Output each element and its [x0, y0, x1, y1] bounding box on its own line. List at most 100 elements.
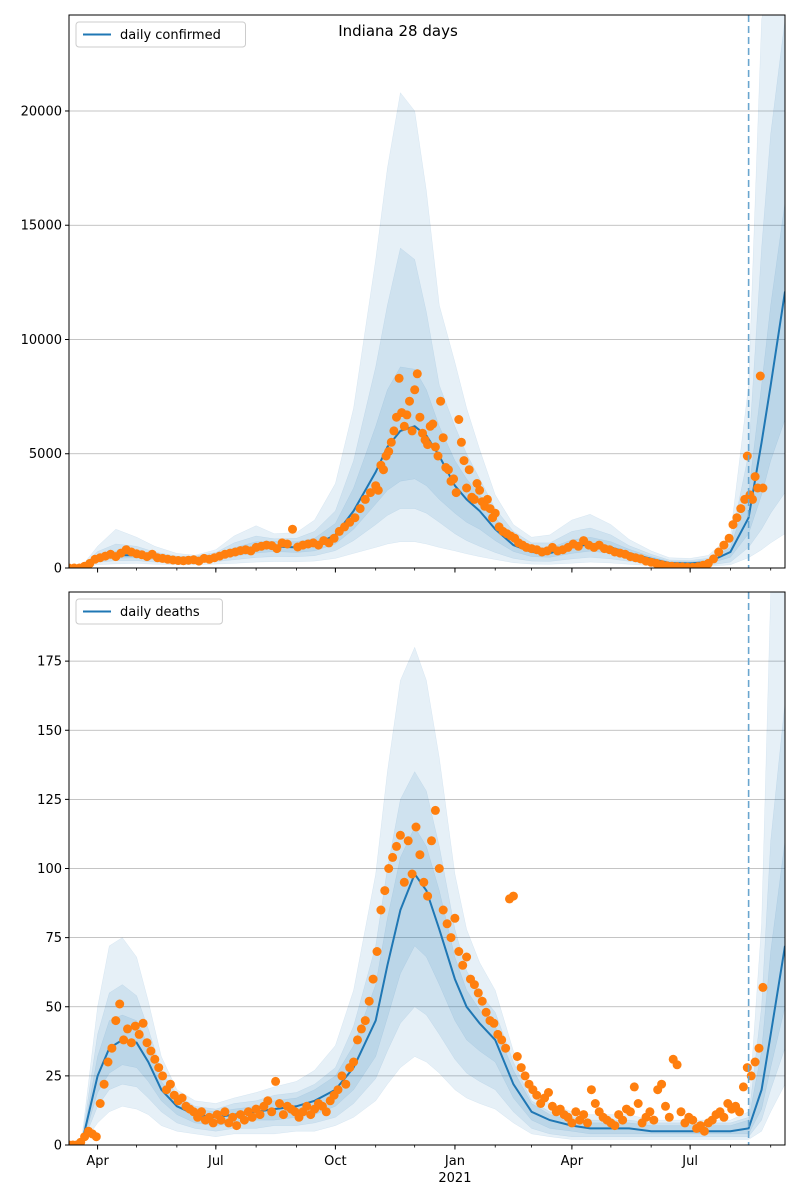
data-point [399, 421, 409, 431]
data-point [379, 465, 388, 475]
data-point [360, 494, 370, 504]
y-tick-label: 75 [45, 931, 62, 946]
data-point [750, 472, 760, 482]
data-point [353, 1035, 362, 1045]
data-point [337, 1071, 347, 1081]
data-point [208, 1118, 218, 1128]
data-point [394, 373, 404, 383]
data-point [392, 841, 401, 851]
data-point [142, 1038, 152, 1048]
data-point [754, 1043, 764, 1053]
data-point [341, 1079, 351, 1089]
data-point [438, 433, 448, 443]
data-point [111, 1016, 121, 1026]
band-middle [69, 702, 785, 1145]
data-point [412, 369, 422, 379]
data-point [410, 385, 420, 395]
data-point [481, 1007, 491, 1017]
data-point [321, 1107, 331, 1117]
data-point [618, 1115, 628, 1125]
data-point [333, 1085, 343, 1095]
data-point [645, 1107, 655, 1117]
data-point [436, 396, 446, 406]
data-point [95, 1099, 105, 1108]
data-point [146, 1046, 156, 1056]
data-point [428, 419, 438, 429]
data-point [415, 412, 425, 422]
data-point [418, 428, 427, 438]
data-point [661, 1101, 670, 1111]
data-point [508, 891, 518, 901]
data-point [329, 533, 339, 543]
data-point [579, 1110, 589, 1120]
data-point [516, 1063, 526, 1073]
x-tick-label: Apr [86, 1154, 109, 1169]
data-point [158, 1071, 168, 1081]
data-point [462, 483, 472, 493]
data-point [415, 850, 425, 860]
data-point [355, 504, 365, 514]
band-outer [69, 15, 785, 568]
data-point [719, 540, 729, 550]
data-point [356, 1024, 366, 1034]
data-point [586, 1085, 596, 1095]
plot-area [69, 15, 785, 568]
data-point [411, 822, 421, 832]
data-point [742, 451, 752, 461]
band-middle [69, 19, 785, 568]
data-point [220, 1107, 230, 1117]
data-point [714, 547, 724, 557]
data-point [364, 996, 374, 1006]
y-tick-label: 150 [37, 724, 62, 739]
data-point [719, 1112, 729, 1122]
data-point [107, 1043, 117, 1053]
data-point [433, 451, 443, 461]
x-tick-label: Oct [324, 1154, 346, 1169]
data-point [427, 836, 436, 846]
data-point [360, 1016, 370, 1026]
data-point [458, 960, 468, 970]
legend-box [75, 598, 223, 625]
data-point [423, 891, 433, 901]
data-point [232, 1121, 242, 1131]
data-point [366, 488, 375, 498]
legend: daily deaths [75, 598, 223, 625]
data-point [255, 1110, 265, 1120]
data-point [649, 1115, 659, 1125]
legend-box [75, 21, 246, 48]
data-point [247, 1112, 257, 1122]
data-point [272, 544, 282, 554]
data-point [239, 1115, 249, 1125]
data-point [456, 437, 466, 447]
data-point [134, 1029, 144, 1039]
data-point [520, 1071, 530, 1081]
data-point [477, 996, 487, 1006]
data-point [724, 533, 734, 543]
data-point [475, 485, 485, 495]
y-tick-label: 50 [45, 1000, 62, 1015]
data-point [573, 541, 583, 551]
data-point [464, 465, 474, 475]
data-point [451, 488, 461, 498]
data-point [130, 1021, 140, 1031]
data-point [672, 1060, 682, 1070]
data-point [676, 1107, 686, 1117]
data-point [278, 1110, 288, 1120]
data-point [532, 1090, 542, 1100]
data-point [748, 494, 757, 504]
data-point [126, 1038, 136, 1048]
data-point [380, 886, 390, 896]
y-tick-label: 10000 [21, 333, 62, 348]
data-point [407, 426, 417, 436]
data-point [197, 1107, 206, 1117]
data-point [177, 1093, 187, 1103]
data-point [657, 1079, 667, 1089]
data-point [119, 1035, 129, 1045]
data-point [275, 1099, 284, 1108]
data-point [469, 494, 479, 504]
data-point [288, 524, 297, 534]
y-tick-label: 125 [37, 793, 62, 808]
data-point [384, 447, 394, 456]
data-point [138, 1018, 148, 1028]
